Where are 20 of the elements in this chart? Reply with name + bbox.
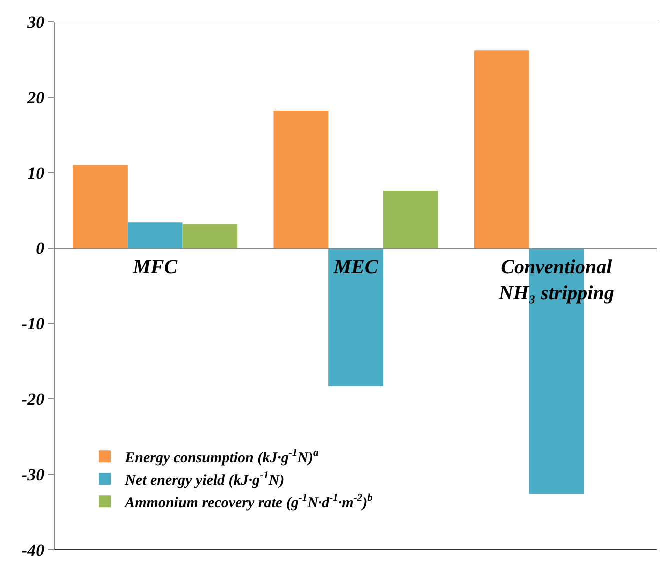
y-tick-label: 0 — [36, 239, 46, 258]
bar — [383, 190, 438, 248]
legend-label: Energy consumption (kJ·g$^{-1}$N)$^{a}$ — [124, 448, 319, 466]
y-tick-label: -10 — [22, 314, 46, 334]
legend-label: Net energy yield (kJ·g$^{-1}$N) — [124, 470, 285, 489]
bar — [474, 50, 530, 248]
x-tick-label: MEC — [332, 256, 379, 278]
y-tick-label: 30 — [26, 12, 46, 32]
y-tick-label: -40 — [22, 540, 46, 560]
bar — [128, 222, 183, 248]
y-tick-label: 20 — [26, 88, 46, 108]
bar — [182, 224, 238, 248]
y-tick-label: -20 — [22, 390, 46, 410]
bar — [274, 111, 329, 248]
y-tick-label: -30 — [22, 466, 46, 485]
y-tick-label: 10 — [28, 164, 46, 183]
bar — [73, 165, 128, 248]
x-tick-label: MFC — [132, 256, 178, 278]
bar — [328, 248, 384, 386]
legend-label: Ammonium recovery rate (g$^{-1}$N·d$^{-1}$·m$^{-2}$)$^{b}$ — [124, 493, 373, 512]
